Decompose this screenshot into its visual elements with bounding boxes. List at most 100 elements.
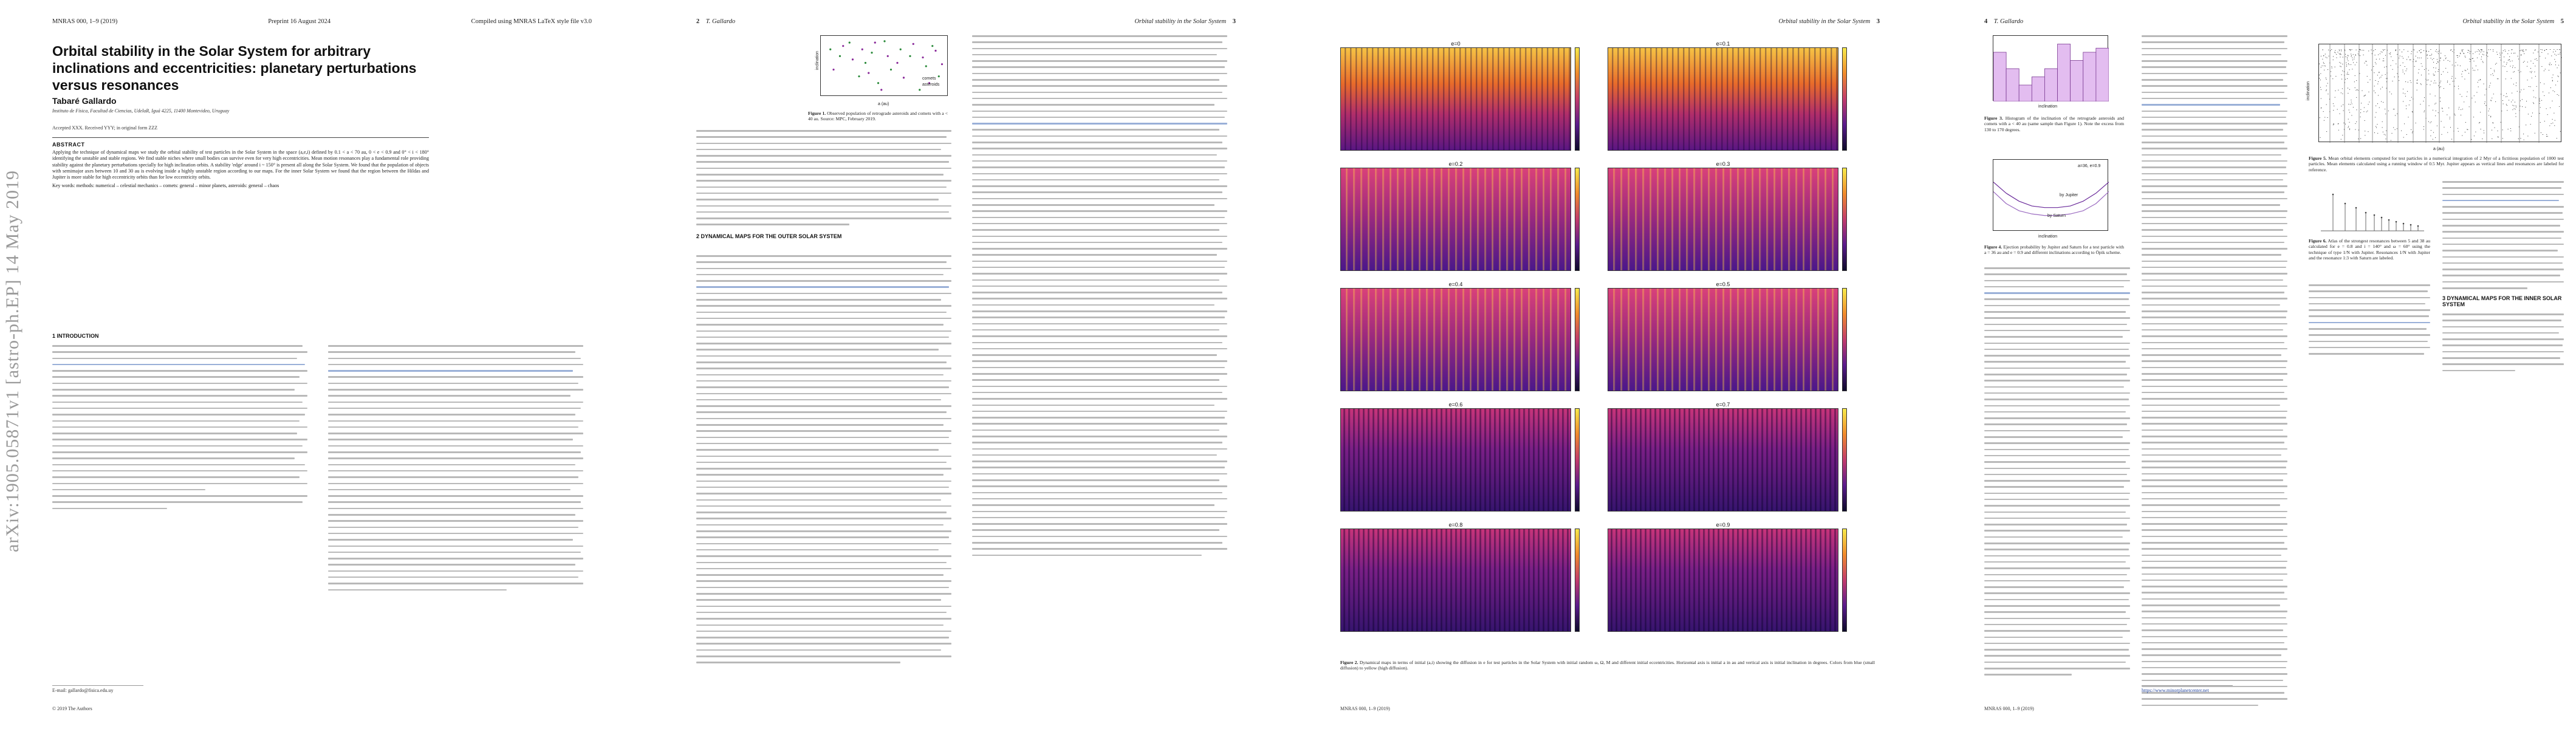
fig2-panel-label: e=0.1 bbox=[1716, 41, 1730, 47]
fig1-plot-area bbox=[820, 35, 948, 96]
fig5-point bbox=[2350, 50, 2351, 51]
fig5-point bbox=[2445, 58, 2446, 60]
fig6-stem-head bbox=[2332, 193, 2334, 196]
fig5-point bbox=[2368, 50, 2369, 52]
fig5-point bbox=[2527, 61, 2528, 63]
fig6-stem-head bbox=[2388, 219, 2390, 221]
fig5-point bbox=[2345, 78, 2346, 80]
fig5-point bbox=[2502, 50, 2504, 51]
fig5-point bbox=[2540, 107, 2541, 108]
fig5-point bbox=[2346, 57, 2348, 58]
fig5-point bbox=[2485, 105, 2487, 106]
copyright: © 2019 The Authors bbox=[52, 706, 92, 711]
fig5-point bbox=[2383, 134, 2385, 135]
fig5-point bbox=[2436, 49, 2437, 50]
fig5-point bbox=[2373, 50, 2374, 52]
fig5-point bbox=[2440, 58, 2441, 59]
fig5-point bbox=[2514, 71, 2515, 72]
intro-text-lines bbox=[52, 345, 307, 514]
fig5-point bbox=[2493, 75, 2494, 76]
fig1-point-comets bbox=[937, 75, 940, 78]
fig5-point bbox=[2430, 49, 2431, 50]
page-header: MNRAS 000, 1–9 (2019) Preprint 16 August… bbox=[52, 18, 592, 28]
fig5-point bbox=[2467, 52, 2468, 53]
fig5-point bbox=[2323, 111, 2324, 112]
page2-left-column-text bbox=[696, 130, 951, 230]
fig5-point bbox=[2395, 50, 2396, 51]
fig5-point bbox=[2471, 139, 2472, 140]
fig5-point bbox=[2484, 103, 2485, 104]
fig5-point bbox=[2496, 78, 2498, 80]
page-footer: MNRAS 000, 1–9 (2019) bbox=[1340, 706, 1390, 711]
fig5-point bbox=[2470, 59, 2472, 60]
fig5-point bbox=[2476, 51, 2478, 52]
fig5-point bbox=[2435, 50, 2436, 52]
fig5-point bbox=[2527, 135, 2529, 137]
fig5-point bbox=[2498, 78, 2499, 80]
fig5-point bbox=[2554, 91, 2555, 92]
fig5-point bbox=[2502, 138, 2503, 139]
fig2-caption-label: Figure 2. bbox=[1340, 660, 1358, 665]
fig2-panel: e=0.7 bbox=[1608, 402, 1838, 512]
fig5-point bbox=[2424, 69, 2425, 70]
fig5-point bbox=[2468, 50, 2470, 51]
fig2-panel: e=0 bbox=[1340, 41, 1571, 151]
section-2-text bbox=[696, 255, 951, 668]
fig5-point bbox=[2393, 127, 2394, 128]
fig5-point bbox=[2460, 53, 2461, 55]
fig5-point bbox=[2462, 49, 2464, 50]
fig4-label-top: a=36, e=0.9 bbox=[2078, 164, 2101, 168]
fig5-point bbox=[2338, 49, 2340, 50]
fig5-point bbox=[2336, 54, 2337, 55]
fig5-point bbox=[2512, 104, 2513, 106]
fig5-point bbox=[2348, 74, 2349, 75]
fig2-colorbar bbox=[1842, 288, 1847, 391]
fig4-caption: Figure 4. Ejection probability by Jupite… bbox=[1984, 244, 2124, 256]
paper-page-1: MNRAS 000, 1–9 (2019) Preprint 16 August… bbox=[0, 0, 644, 729]
fig5-point bbox=[2518, 58, 2519, 60]
fig2-colorbar bbox=[1842, 168, 1847, 271]
fig3-plot-area bbox=[1993, 35, 2109, 102]
fig5-point bbox=[2541, 52, 2543, 53]
fig5-point bbox=[2489, 85, 2490, 86]
fig5-point bbox=[2458, 131, 2459, 132]
fig5-point bbox=[2475, 101, 2476, 103]
fig5-point bbox=[2323, 55, 2324, 56]
fig5-point bbox=[2454, 86, 2455, 87]
fig5-point bbox=[2555, 64, 2556, 66]
fig1-point-comets bbox=[864, 61, 867, 64]
fig5-point bbox=[2347, 58, 2348, 60]
fig5-point bbox=[2327, 117, 2328, 118]
fig5-point bbox=[2504, 49, 2506, 50]
paper-page-3: Orbital stability in the Solar System 3 … bbox=[1288, 0, 1932, 729]
fig5-point bbox=[2356, 109, 2357, 111]
fig2-panel-label: e=0.7 bbox=[1716, 402, 1730, 408]
fig1-point-asteroids bbox=[940, 63, 944, 66]
fig1-legend-comets: comets bbox=[922, 77, 936, 81]
fig5-caption-text: Mean orbital elements computed for test … bbox=[2309, 156, 2564, 173]
fig6-stem-head bbox=[2373, 214, 2376, 216]
journal-ref: MNRAS 000, 1–9 (2019) bbox=[52, 18, 118, 25]
fig6-caption-text: Atlas of the strongest resonances betwee… bbox=[2309, 238, 2431, 261]
fig5-point bbox=[2338, 53, 2340, 54]
fig1-point-comets bbox=[829, 48, 832, 50]
fig5-point bbox=[2419, 50, 2420, 51]
fig1-point-asteroids bbox=[861, 48, 863, 50]
fig5-point bbox=[2347, 72, 2348, 73]
affiliation: Instituto de Física, Facultad de Ciencia… bbox=[52, 108, 230, 114]
fig3-bar bbox=[2083, 52, 2097, 102]
fig5-point bbox=[2433, 58, 2434, 59]
fig5-point bbox=[2468, 58, 2470, 60]
fig5-point bbox=[2356, 62, 2357, 63]
page4-right-text bbox=[2142, 35, 2287, 711]
keywords: Key words: methods: numerical – celestia… bbox=[52, 183, 279, 189]
fig5-point bbox=[2354, 81, 2355, 83]
url-footnote: https://www.minorplanetcenter.net bbox=[2142, 685, 2233, 693]
fig5-point bbox=[2479, 79, 2481, 80]
fig5-point bbox=[2496, 63, 2497, 64]
fig5-point bbox=[2428, 51, 2430, 52]
fig5-point bbox=[2330, 50, 2331, 51]
fig5-point bbox=[2359, 73, 2360, 74]
fig5-point bbox=[2512, 67, 2513, 68]
fig1-point-asteroids bbox=[928, 82, 931, 84]
